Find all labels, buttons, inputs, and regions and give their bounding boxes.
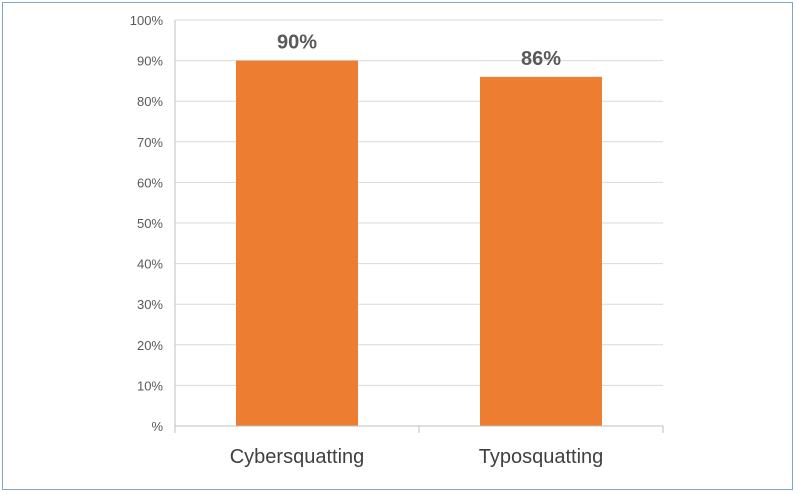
data-label: 90% bbox=[277, 32, 317, 54]
y-tick-label: 60% bbox=[137, 175, 163, 190]
x-axis-category-labels: Cybersquatting Typosquatting bbox=[230, 446, 604, 468]
y-tick-label: 10% bbox=[137, 378, 163, 393]
axes bbox=[174, 20, 664, 433]
bar-cybersquatting bbox=[236, 60, 358, 426]
y-tick-label: % bbox=[151, 419, 163, 434]
category-label: Typosquatting bbox=[479, 446, 604, 468]
y-tick-label: 20% bbox=[137, 338, 163, 353]
bar-typosquatting bbox=[480, 76, 602, 426]
y-tick-label: 50% bbox=[137, 216, 163, 231]
data-labels: 90% 86% bbox=[277, 32, 561, 70]
y-tick-label: 90% bbox=[137, 54, 163, 69]
y-tick-label: 80% bbox=[137, 94, 163, 109]
data-label: 86% bbox=[521, 48, 561, 70]
y-axis-tick-labels: % 10% 20% 30% 40% 50% 60% 70% 80% 90% 100% bbox=[130, 13, 164, 434]
bars bbox=[236, 60, 602, 426]
y-tick-label: 100% bbox=[130, 13, 164, 28]
y-tick-label: 70% bbox=[137, 135, 163, 150]
y-tick-label: 40% bbox=[137, 257, 163, 272]
y-tick-label: 30% bbox=[137, 297, 163, 312]
category-label: Cybersquatting bbox=[230, 446, 365, 468]
